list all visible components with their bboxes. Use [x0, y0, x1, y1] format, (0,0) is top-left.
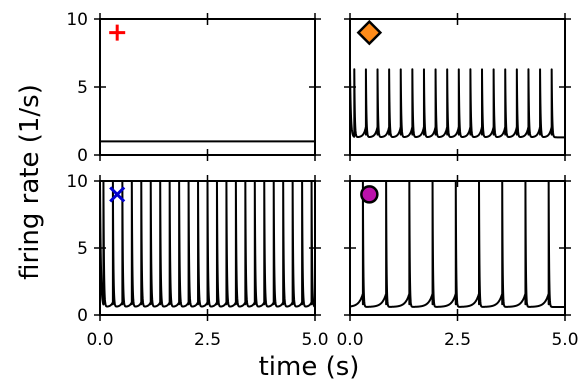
- y-tick-label: 5: [77, 239, 88, 259]
- axes-frame: [349, 18, 566, 156]
- y-axis-label: firing rate (1/s): [15, 84, 45, 280]
- y-tick-label: 10: [66, 172, 88, 192]
- axes-frame: [99, 18, 316, 156]
- panel-bottom-left: 0 5 10 0.0 2.5 5.0: [66, 172, 328, 350]
- x-tick-label: 2.5: [194, 330, 221, 350]
- x-marker: [109, 186, 126, 203]
- circle-marker: [360, 185, 379, 204]
- x-tick-label: 0.0: [86, 330, 113, 350]
- x-tick-label: 2.5: [444, 330, 471, 350]
- plus-marker: [109, 24, 126, 41]
- panels-group: 0 5 10 0 5 10 0.0 2.5 5.0 0.0 2.5 5.0: [66, 10, 578, 350]
- x-axis-label: time (s): [259, 352, 360, 381]
- x-tick-label: 5.0: [301, 330, 328, 350]
- series-line: [350, 180, 565, 308]
- y-tick-label: 0: [77, 146, 88, 166]
- panel-top-right: [344, 13, 571, 161]
- series-line: [350, 68, 565, 139]
- panel-top-left: 0 5 10: [66, 10, 321, 166]
- x-tick-label: 5.0: [551, 330, 578, 350]
- diamond-marker: [356, 19, 383, 46]
- y-tick-label: 5: [77, 78, 88, 98]
- series-line: [100, 180, 315, 308]
- x-tick-label: 0.0: [336, 330, 363, 350]
- y-tick-label: 10: [66, 10, 88, 30]
- y-tick-label: 0: [77, 306, 88, 326]
- panel-bottom-right: 0.0 2.5 5.0: [336, 175, 579, 350]
